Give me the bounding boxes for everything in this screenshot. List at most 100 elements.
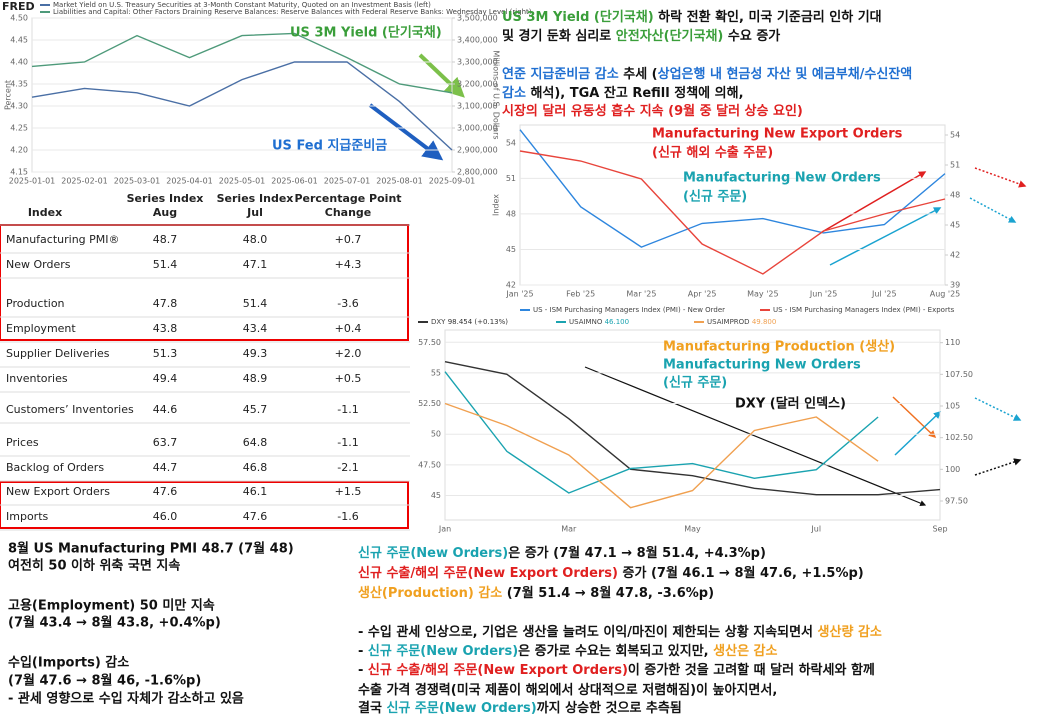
y-tick-label: 54 — [950, 131, 960, 140]
series-line — [444, 402, 879, 509]
y-tick-label: 45 — [506, 245, 516, 254]
y-tick-label: 42 — [506, 281, 516, 290]
table-header: Change — [325, 206, 372, 219]
x-tick-label: 2025-03-01 — [114, 177, 161, 186]
arrow — [821, 171, 927, 233]
table-cell: Inventories — [6, 372, 68, 385]
legend-name: US - ISM Purchasing Managers Index (PMI)… — [773, 306, 955, 314]
note-line: 수입(Imports) 감소 — [8, 656, 129, 671]
table-cell: Employment — [6, 322, 76, 335]
table-cell: +2.0 — [335, 347, 362, 360]
table-header: Series Index — [127, 192, 204, 205]
note-segment: 수출 가격 경쟁력(미국 제품이 해외에서 상대적으로 저렴해짐)이 높아지면서… — [358, 682, 777, 698]
y-tick-label: 4.30 — [10, 102, 28, 111]
note-line: 여전히 50 이하 위축 국면 지속 — [8, 558, 180, 574]
y-tick-label: 4.40 — [10, 58, 28, 67]
arrow — [974, 397, 1022, 421]
note-line: 결국 신규 주문(New Orders)까지 상승한 것으로 추측됨 — [358, 700, 682, 716]
x-tick-label: Jun '25 — [809, 290, 837, 299]
note-segment: 추세 ( — [619, 66, 658, 82]
note-segment: 생산(Production) 감소 — [358, 585, 502, 601]
y-tick-label: 45 — [431, 491, 441, 500]
note-line: - 관세 영향으로 수입 자체가 감소하고 있음 — [8, 691, 244, 707]
table-cell: Customers’ Inventories — [6, 403, 134, 416]
y-tick-label: 57.50 — [418, 338, 441, 347]
note-segment: 까지 상승한 것으로 추측됨 — [537, 700, 682, 716]
logo: FRED — [2, 0, 35, 13]
y-tick-label: 45 — [950, 221, 960, 230]
table-cell: 43.8 — [153, 322, 178, 335]
note-segment: 연준 지급준비금 감소 — [502, 67, 619, 82]
x-tick-label: 2025-07-01 — [324, 177, 371, 186]
note-segment: 은 증가로 수요는 회복되고 있지만, — [518, 643, 713, 659]
y-tick-label: 48 — [950, 191, 960, 200]
note-line: (7월 43.4 → 8월 43.8, +0.4%p) — [8, 615, 221, 631]
y-axis-label: Index — [492, 194, 501, 216]
note-line: 신규 주문(New Orders)은 증가 (7월 47.1 → 8월 51.4… — [358, 545, 766, 561]
x-tick-label: 2025-06-01 — [271, 177, 318, 186]
annotation: (신규 주문) — [683, 190, 747, 205]
y-tick-label: 52.50 — [418, 399, 441, 408]
table-cell: 48.0 — [243, 233, 268, 246]
note-segment: - — [358, 644, 368, 659]
table-cell: +0.4 — [335, 322, 362, 335]
note-line: - 신규 수출/해외 주문(New Export Orders)이 증가한 것을… — [358, 662, 875, 678]
x-tick-label: Feb '25 — [566, 290, 595, 299]
note-segment: 신규 주문(New Orders) — [386, 701, 536, 716]
legend-name: DXY — [431, 318, 446, 326]
note-segment: (7월 51.4 → 8월 47.8, -3.6%p) — [502, 585, 714, 601]
y-tick-label: 51 — [950, 161, 960, 170]
arrow — [969, 197, 1017, 223]
note-line: 고용(Employment) 50 미만 지속 — [8, 598, 215, 614]
table-cell: -3.6 — [337, 297, 358, 310]
table-cell: Backlog of Orders — [6, 461, 104, 474]
note-segment: 해석), TGA 잔고 Refill 정책에 의해, — [526, 85, 744, 101]
note-segment: 결국 — [358, 700, 386, 716]
table-cell: +0.7 — [335, 233, 362, 246]
table-cell: New Orders — [6, 258, 71, 271]
note-segment: - — [358, 663, 368, 678]
annotation: US Fed 지급준비금 — [272, 139, 387, 154]
note-line: - 수입 관세 인상으로, 기업은 생산을 늘려도 이익/마진이 제한되는 상황… — [358, 624, 882, 640]
y-tick-label: 4.35 — [10, 80, 28, 89]
arrow — [829, 207, 942, 266]
legend-label: USAIMPROD 49.800 — [707, 318, 776, 326]
y-tick-label: 4.50 — [10, 14, 28, 23]
x-tick-label: May '25 — [747, 290, 778, 299]
x-tick-label: 2025-02-01 — [61, 177, 108, 186]
legend-label: US - ISM Purchasing Managers Index (PMI)… — [773, 306, 955, 314]
y-tick-label: 47.50 — [418, 460, 441, 469]
table-cell: -1.1 — [337, 403, 358, 416]
series-line — [31, 32, 453, 94]
x-tick-label: Jan '25 — [505, 290, 533, 299]
note-segment: 및 경기 둔화 심리로 — [502, 28, 616, 44]
legend-name: Market Yield on U.S. Treasury Securities… — [53, 1, 431, 9]
note-segment: US 3M Yield (단기국채) — [502, 9, 654, 25]
legend-label: US - ISM Purchasing Managers Index (PMI)… — [533, 306, 725, 314]
table-cell: 48.7 — [153, 233, 178, 246]
table-cell: 47.6 — [243, 510, 268, 523]
x-tick-label: 2025-04-01 — [166, 177, 213, 186]
note-segment: 수요 증가 — [723, 29, 780, 44]
table-cell: 48.9 — [243, 372, 268, 385]
table-cell: +0.5 — [335, 372, 362, 385]
note-segment: 시장의 달러 유동성 흡수 지속 (9월 중 달러 상승 요인) — [502, 103, 803, 119]
y-tick-label: 4.45 — [10, 36, 28, 45]
y-tick-label: 4.25 — [10, 124, 28, 133]
table-cell: 43.4 — [243, 322, 268, 335]
legend-value: 46.100 — [605, 318, 630, 326]
note-segment: 감소 — [502, 86, 526, 101]
y-tick-label: 54 — [506, 138, 516, 147]
note-segment: 신규 주문(New Orders) — [358, 546, 508, 561]
table-cell: Prices — [6, 436, 39, 449]
y2-axis-label: Millions of U.S. Dollars — [492, 50, 501, 139]
arrow — [894, 410, 942, 456]
note-line: US 3M Yield (단기국채) 하락 전환 확인, 미국 기준금리 인하 … — [502, 9, 882, 25]
table-cell: 46.1 — [243, 485, 268, 498]
note-line: 8월 US Manufacturing PMI 48.7 (7월 48) — [8, 541, 294, 557]
y-tick-label: 3,000,000 — [457, 124, 498, 133]
y-tick-label: 48 — [506, 209, 516, 218]
annotation: (신규 주문) — [663, 376, 727, 391]
